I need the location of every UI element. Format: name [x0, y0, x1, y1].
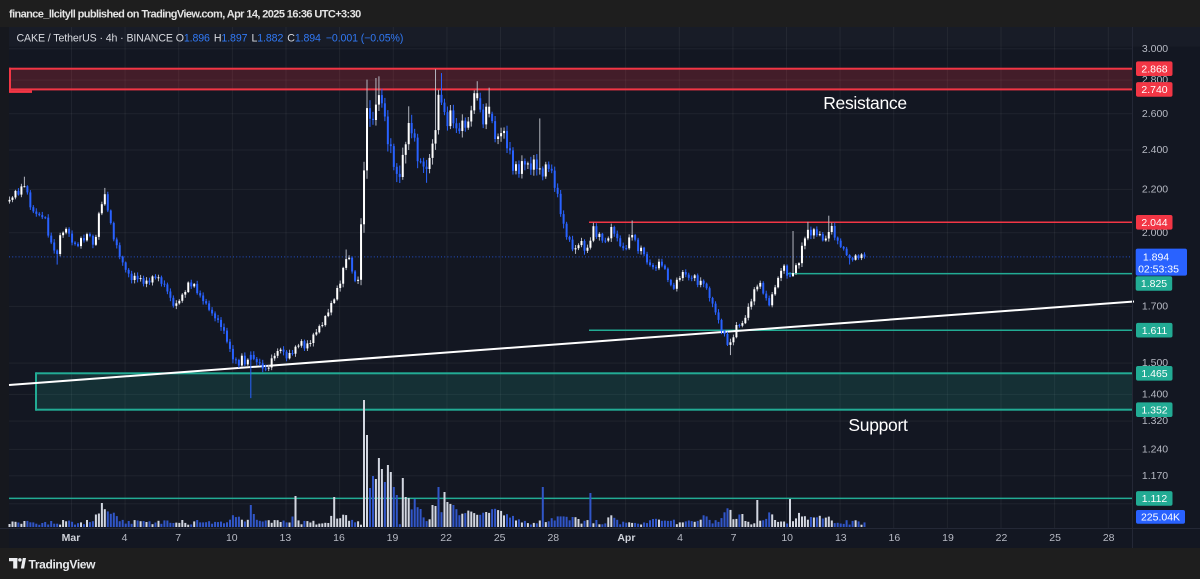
svg-text:4: 4 — [677, 532, 683, 544]
svg-text:2.000: 2.000 — [1142, 227, 1168, 239]
svg-text:1.825: 1.825 — [1141, 278, 1167, 290]
svg-text:Resistance: Resistance — [823, 93, 907, 113]
svg-text:finance_llcityll published on: finance_llcityll published on TradingVie… — [9, 9, 361, 21]
svg-text:2.740: 2.740 — [1141, 84, 1167, 96]
svg-text:28: 28 — [547, 532, 559, 544]
svg-text:2.400: 2.400 — [1142, 144, 1168, 156]
svg-text:7: 7 — [175, 532, 181, 544]
svg-text:1.894: 1.894 — [1143, 252, 1169, 264]
svg-text:2.044: 2.044 — [1141, 217, 1167, 229]
svg-text:13: 13 — [835, 532, 847, 544]
svg-text:1.465: 1.465 — [1141, 368, 1167, 380]
svg-text:Apr: Apr — [617, 532, 635, 544]
svg-text:1.400: 1.400 — [1142, 389, 1168, 401]
svg-text:2.600: 2.600 — [1142, 108, 1168, 120]
svg-text:1.112: 1.112 — [1142, 493, 1168, 505]
svg-text:4: 4 — [122, 532, 128, 544]
svg-text:25: 25 — [1049, 532, 1061, 544]
svg-text:TradingView: TradingView — [29, 558, 97, 572]
svg-text:16: 16 — [333, 532, 345, 544]
svg-text:1.240: 1.240 — [1142, 444, 1168, 456]
svg-text:10: 10 — [781, 532, 793, 544]
svg-text:2.868: 2.868 — [1141, 63, 1167, 75]
svg-text:Support: Support — [848, 415, 908, 435]
svg-text:02:53:35: 02:53:35 — [1138, 263, 1179, 275]
svg-text:2.200: 2.200 — [1142, 184, 1168, 196]
svg-text:1.700: 1.700 — [1142, 301, 1168, 313]
svg-text:1.320: 1.320 — [1142, 415, 1168, 427]
svg-text:1.352: 1.352 — [1141, 404, 1167, 416]
svg-text:225.04K: 225.04K — [1141, 512, 1180, 524]
svg-text:3.000: 3.000 — [1142, 43, 1168, 55]
svg-text:22: 22 — [440, 532, 452, 544]
svg-text:25: 25 — [494, 532, 506, 544]
svg-text:1.611: 1.611 — [1142, 325, 1168, 337]
svg-text:13: 13 — [280, 532, 292, 544]
svg-text:1.170: 1.170 — [1142, 470, 1168, 482]
svg-text:7: 7 — [731, 532, 737, 544]
svg-text:10: 10 — [226, 532, 238, 544]
svg-text:28: 28 — [1103, 532, 1115, 544]
svg-text:22: 22 — [996, 532, 1008, 544]
svg-text:Mar: Mar — [62, 532, 81, 544]
svg-text:19: 19 — [387, 532, 399, 544]
svg-text:19: 19 — [942, 532, 954, 544]
svg-text:16: 16 — [889, 532, 901, 544]
